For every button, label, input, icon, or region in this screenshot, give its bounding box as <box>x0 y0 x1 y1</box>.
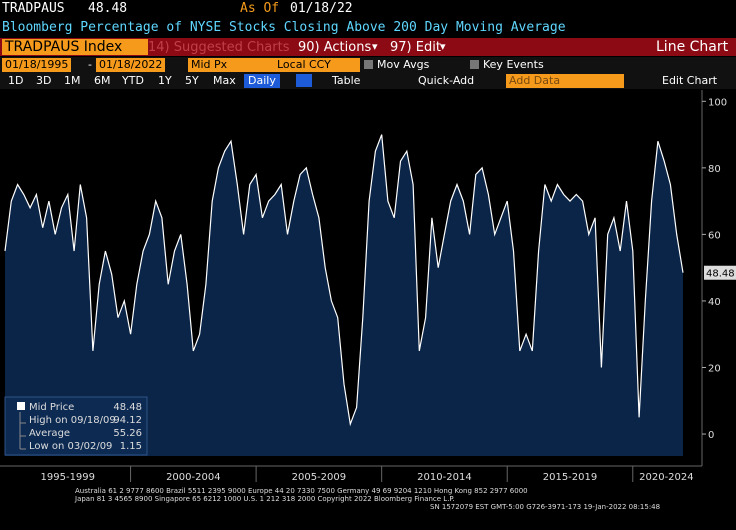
last-value-label: 48.48 <box>706 269 735 280</box>
period-button[interactable]: Max <box>213 74 236 87</box>
y-tick-label: 0 <box>708 430 714 441</box>
period-button[interactable]: 1M <box>64 74 81 87</box>
date-sep: - <box>88 58 92 71</box>
period-button[interactable]: 1Y <box>158 74 172 87</box>
as-of-date: 01/18/22 <box>290 1 353 16</box>
legend-box <box>4 396 148 456</box>
y-tick-label: 20 <box>708 363 721 374</box>
period-button[interactable]: 6M <box>94 74 111 87</box>
x-tick-label: 2005-2009 <box>292 472 347 483</box>
edit-menu[interactable]: 97) Edit <box>390 40 441 55</box>
frequency[interactable]: Daily <box>244 74 280 88</box>
mov-avgs[interactable]: Mov Avgs <box>377 58 430 71</box>
y-tick-label: 100 <box>708 97 727 108</box>
legend-label: High on 09/18/09 <box>29 415 116 426</box>
ticker: TRADPAUS <box>2 1 65 16</box>
legend-label: Mid Price <box>29 402 74 413</box>
suggested-charts[interactable]: 14) Suggested Charts <box>148 40 290 55</box>
chart-type[interactable]: Line Chart <box>656 39 729 55</box>
y-tick-label: 40 <box>708 297 721 308</box>
area <box>5 134 683 456</box>
period-bar: Daily Table Quick-Add Add Data Edit Char… <box>0 73 736 89</box>
security[interactable]: TRADPAUS Index <box>2 39 148 55</box>
x-tick-label: 1995-1999 <box>41 472 96 483</box>
currency[interactable]: Local CCY <box>274 58 360 72</box>
chart: 0 20 40 60 80 100 48.48 1995-1999 2000-2004 2005-… <box>0 90 736 483</box>
footer-1: Australia 61 2 9777 8600 Brazil 5511 239… <box>75 487 528 495</box>
y-tick-label: 80 <box>708 164 721 175</box>
x-tick-label: 2020-2024 <box>639 472 694 483</box>
key-events[interactable]: Key Events <box>483 58 544 71</box>
x-tick-label: 2015-2019 <box>543 472 598 483</box>
period-button[interactable]: 1D <box>8 74 24 87</box>
y-tick-label: 60 <box>708 230 721 241</box>
legend-swatch <box>17 402 25 410</box>
legend-label: Average <box>29 428 70 439</box>
x-tick-label: 2000-2004 <box>166 472 221 483</box>
quick-add[interactable]: Quick-Add <box>418 74 475 87</box>
end-date[interactable]: 01/18/2022 <box>96 58 166 72</box>
legend-value: 55.26 <box>113 428 142 439</box>
start-date[interactable]: 01/18/1995 <box>2 58 72 72</box>
actions-menu[interactable]: 90) Actions <box>298 40 372 55</box>
last-value-box <box>704 265 736 280</box>
legend-tree <box>19 412 26 450</box>
line <box>4 134 684 427</box>
footer-3: SN 1572079 EST GMT-5:00 G726-3971-173 19… <box>430 503 661 511</box>
legend-value: 48.48 <box>113 402 142 413</box>
legend-value: 1.15 <box>120 441 142 452</box>
period-button[interactable]: YTD <box>122 74 144 87</box>
footer-2: Japan 81 3 4565 8900 Singapore 65 6212 1… <box>75 495 455 503</box>
edit-chart[interactable]: Edit Chart <box>662 74 718 87</box>
legend-label: Low on 03/02/09 <box>29 441 112 452</box>
menu-bar: TRADPAUS Index 14) Suggested Charts 90) … <box>0 38 736 56</box>
settings-bar: 01/18/1995 - 01/18/2022 Mid Px Local CCY… <box>0 57 736 73</box>
period-button[interactable]: 5Y <box>185 74 199 87</box>
legend-value: 94.12 <box>113 415 142 426</box>
table-button[interactable]: Table <box>332 74 361 87</box>
price-field[interactable]: Mid Px <box>188 58 274 72</box>
as-of-label: As Of <box>240 1 280 16</box>
period-button[interactable]: 3D <box>36 74 52 87</box>
last-price: 48.48 <box>88 1 128 16</box>
description: Bloomberg Percentage of NYSE Stocks Clos… <box>2 20 566 35</box>
add-data[interactable]: Add Data <box>506 74 624 88</box>
x-tick-label: 2010-2014 <box>417 472 472 483</box>
